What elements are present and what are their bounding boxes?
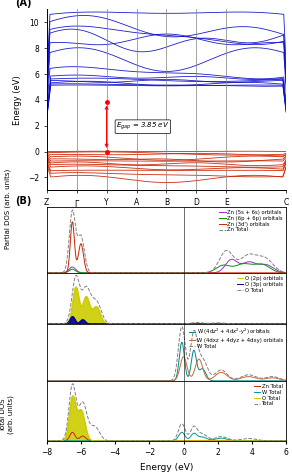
Legend: W (4d$z^2$ + 4d$x^2$-$y^2$) orbitals, W (4dxz + 4dyz + 4dxy) orbitals, W Total: W (4d$z^2$ + 4d$x^2$-$y^2$) orbitals, W … — [187, 325, 285, 351]
Text: Total DOS
(arb. units): Total DOS (arb. units) — [1, 395, 14, 434]
Text: (B): (B) — [15, 196, 32, 206]
Text: Partial DOS (arb. units): Partial DOS (arb. units) — [4, 168, 11, 249]
Legend: O (2p) orbitals, O (3p) orbitals, O Total: O (2p) orbitals, O (3p) orbitals, O Tota… — [235, 274, 285, 295]
Legend: Zn (5s + 6s) orbitals, Zn (6p + 6p) orbitals, Zn (3d') orbitals, Zn Total: Zn (5s + 6s) orbitals, Zn (6p + 6p) orbi… — [217, 208, 285, 235]
X-axis label: Energy (eV): Energy (eV) — [140, 463, 193, 472]
Text: $E_{gap}$ = 3.85 eV: $E_{gap}$ = 3.85 eV — [116, 121, 170, 132]
Y-axis label: Energy (eV): Energy (eV) — [13, 75, 22, 125]
Legend: Zn Total, W Total, O Total, Total: Zn Total, W Total, O Total, Total — [252, 382, 285, 409]
Text: (A): (A) — [15, 0, 32, 8]
